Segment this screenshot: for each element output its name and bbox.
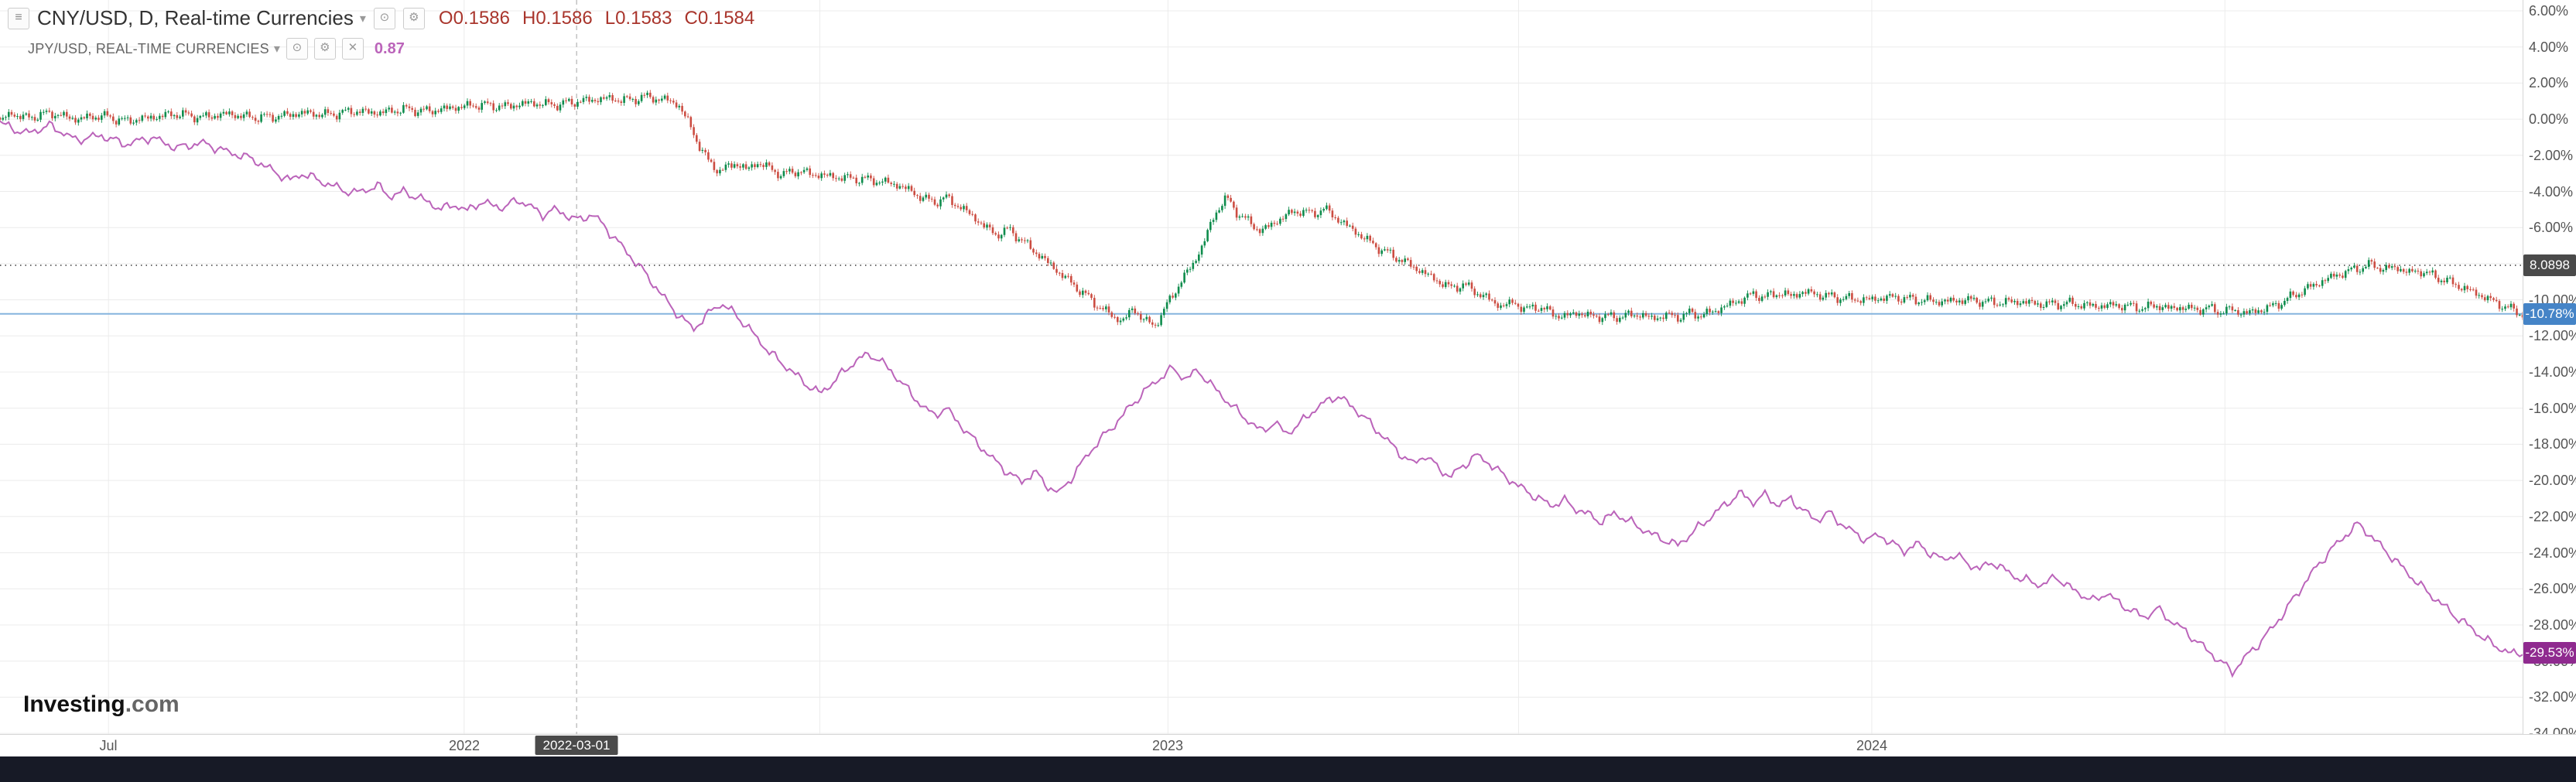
close-icon[interactable]: ✕ [341, 38, 364, 60]
y-axis-label: -6.00% [2529, 220, 2574, 235]
investing-logo[interactable]: Investing.com [23, 692, 180, 718]
compare-symbol-title[interactable]: JPY/USD, REAL-TIME CURRENCIES [28, 40, 269, 56]
y-axis-label: -18.00% [2529, 436, 2576, 452]
y-axis-label: -32.00% [2529, 689, 2576, 705]
candle-bodies-down [0, 92, 2524, 326]
x-axis-label: 2024 [1856, 738, 1888, 753]
ohlc-pair: H0.1586 [522, 7, 593, 29]
chevron-down-icon[interactable]: ▾ [359, 12, 366, 26]
y-axis-label: 6.00% [2529, 3, 2569, 19]
logo-suffix-text: .com [125, 692, 180, 717]
gear-icon[interactable]: ⚙ [313, 38, 336, 60]
candle-wicks-up [2, 90, 2520, 327]
price-chart-canvas[interactable] [0, 0, 2576, 734]
compare-symbol-value: 0.87 [374, 39, 405, 57]
chart-legend: ≡ CNY/USD, D, Real-time Currencies ▾ ⊙ ⚙… [8, 6, 754, 60]
y-axis-label: -24.00% [2529, 545, 2576, 561]
candle-wicks-down [0, 90, 2523, 329]
eye-icon[interactable]: ⊙ [286, 38, 308, 60]
main-symbol-title[interactable]: CNY/USD, D, Real-time Currencies [37, 6, 354, 29]
jpy-usd-line [0, 120, 2523, 678]
ohlc-pair: O0.1586 [438, 7, 510, 29]
y-axis-label: -20.00% [2529, 473, 2576, 488]
ohlc-values: O0.1586 H0.1586 L0.1583 C0.1584 [439, 8, 754, 29]
price-axis[interactable]: 8.0898 -10.78% -29.53% 6.00% 4.00% 2.00% 0.… [2523, 0, 2576, 741]
chevron-down-icon[interactable]: ▾ [273, 43, 280, 56]
compare-symbol-row: JPY/USD, REAL-TIME CURRENCIES ▾ ⊙ ⚙ ✕ 0.… [28, 38, 754, 60]
time-axis[interactable]: 2022-03-01 Jul 2022 2023 2024 [0, 734, 2576, 756]
x-axis-label: 2023 [1151, 738, 1184, 753]
candle-bodies-up [2, 92, 2521, 326]
logo-brand-text: Investing [23, 692, 125, 717]
panel-menu-icon[interactable]: ≡ [8, 7, 29, 29]
y-axis-label: -28.00% [2529, 617, 2576, 633]
crosshair-date-badge: 2022-03-01 [535, 736, 618, 755]
y-axis-label: -4.00% [2529, 184, 2574, 200]
y-axis-label: 0.00% [2529, 111, 2569, 127]
bottom-toolbar [0, 756, 2576, 782]
y-axis-label: -16.00% [2529, 401, 2576, 416]
y-axis-label: 4.00% [2529, 39, 2569, 55]
jpy-current-value-badge: -29.53% [2523, 642, 2576, 664]
ohlc-pair: L0.1583 [604, 7, 672, 29]
x-axis-label: 2022 [448, 738, 481, 753]
y-axis-label: -12.00% [2529, 328, 2576, 343]
main-symbol-row: ≡ CNY/USD, D, Real-time Currencies ▾ ⊙ ⚙… [8, 6, 754, 30]
y-axis-label: -26.00% [2529, 581, 2576, 596]
y-axis-label: -2.00% [2529, 148, 2574, 163]
x-axis-label: Jul [99, 738, 118, 753]
ohlc-pair: C0.1584 [684, 7, 755, 29]
y-axis-label: -14.00% [2529, 364, 2576, 380]
eye-icon[interactable]: ⊙ [373, 7, 395, 29]
level-line-badge: 8.0898 [2523, 254, 2576, 276]
cny-current-value-badge: -10.78% [2523, 303, 2576, 325]
y-axis-label: -22.00% [2529, 509, 2576, 524]
y-axis-label: 2.00% [2529, 75, 2569, 90]
gear-icon[interactable]: ⚙ [402, 7, 425, 29]
